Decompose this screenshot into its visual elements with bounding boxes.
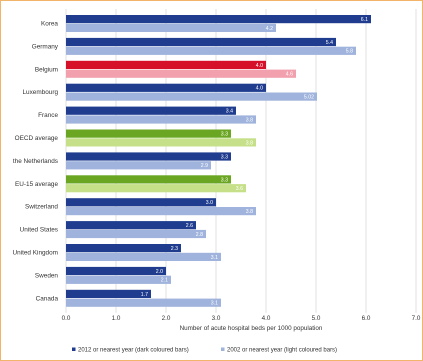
bar-2012 bbox=[66, 289, 151, 298]
legend-swatch-2012 bbox=[72, 347, 76, 351]
x-tick-label: 0.0 bbox=[62, 315, 71, 322]
data-label-2012: 3.3 bbox=[221, 154, 228, 160]
data-label-2012: 4.0 bbox=[256, 86, 263, 92]
bar-2002 bbox=[66, 252, 221, 261]
bar-2002 bbox=[66, 298, 221, 307]
data-label-2012: 1.7 bbox=[141, 292, 148, 298]
data-label-2012: 3.0 bbox=[206, 200, 213, 206]
category-label: Korea bbox=[41, 21, 58, 28]
category-label: OECD average bbox=[15, 135, 59, 142]
data-label-2002: 3.1 bbox=[211, 255, 218, 261]
x-tick-label: 3.0 bbox=[212, 315, 221, 322]
x-axis-title: Number of acute hospital beds per 1000 p… bbox=[180, 325, 323, 332]
bar-2002 bbox=[66, 138, 256, 147]
legend-label-2012: 2012 or nearest year (dark coloured bars… bbox=[78, 348, 189, 354]
bar-2002 bbox=[66, 92, 317, 101]
category-label: United States bbox=[20, 227, 58, 234]
data-label-2002: 3.6 bbox=[236, 186, 243, 192]
bar-2012 bbox=[66, 244, 181, 253]
category-label: France bbox=[38, 112, 58, 119]
category-label: EU-15 average bbox=[15, 181, 58, 188]
bar-2012 bbox=[66, 37, 336, 47]
bar-2002 bbox=[66, 69, 296, 78]
data-label-2002: 4.2 bbox=[266, 26, 273, 32]
data-label-2002: 3.8 bbox=[246, 140, 253, 146]
data-label-2012: 3.4 bbox=[226, 109, 233, 115]
bar-2012 bbox=[66, 152, 231, 161]
category-label: Germany bbox=[32, 43, 59, 50]
data-label-2002: 2.9 bbox=[201, 163, 208, 169]
bar-2002 bbox=[66, 207, 256, 216]
bar-2012 bbox=[66, 83, 266, 92]
legend-label-2002: 2002 or nearest year (light coloured bar… bbox=[227, 348, 337, 354]
bar-2012 bbox=[66, 198, 216, 207]
data-label-2002: 5.8 bbox=[346, 49, 353, 55]
data-label-2002: 2.1 bbox=[161, 278, 168, 284]
bar-2012 bbox=[66, 221, 196, 230]
data-label-2012: 6.1 bbox=[361, 17, 368, 23]
bar-2002 bbox=[66, 275, 171, 284]
data-label-2012: 2.3 bbox=[171, 246, 178, 252]
data-label-2002: 2.8 bbox=[196, 232, 203, 238]
data-label-2012: 3.3 bbox=[221, 177, 228, 183]
bar-2012 bbox=[66, 266, 166, 276]
category-label: United Kingdom bbox=[13, 250, 58, 257]
bar-2002 bbox=[66, 46, 356, 55]
bar-2002 bbox=[66, 161, 211, 170]
bar-2012 bbox=[66, 60, 266, 69]
category-label: Sweden bbox=[35, 272, 59, 279]
bar-2002 bbox=[66, 115, 256, 124]
data-label-2002: 5.02 bbox=[304, 95, 314, 101]
legend-swatch-2002 bbox=[221, 347, 225, 351]
category-label: Luxembourg bbox=[22, 89, 58, 96]
x-tick-label: 7.0 bbox=[412, 315, 421, 322]
data-label-2012: 3.3 bbox=[221, 132, 228, 138]
category-label: Canada bbox=[36, 295, 59, 302]
data-label-2002: 3.1 bbox=[211, 301, 218, 307]
x-tick-label: 2.0 bbox=[162, 315, 171, 322]
data-label-2012: 2.6 bbox=[186, 223, 193, 229]
x-tick-label: 4.0 bbox=[262, 315, 271, 322]
bar-2012 bbox=[66, 175, 231, 184]
data-label-2012: 4.0 bbox=[256, 63, 263, 69]
category-label: Switzerland bbox=[25, 204, 58, 211]
bar-2012 bbox=[66, 106, 236, 115]
x-tick-label: 5.0 bbox=[312, 315, 321, 322]
data-label-2012: 2.0 bbox=[156, 269, 163, 275]
x-tick-label: 6.0 bbox=[362, 315, 371, 322]
bar-2012 bbox=[66, 129, 231, 138]
bar-2012 bbox=[66, 15, 371, 24]
category-label: Belgium bbox=[35, 66, 58, 73]
data-label-2002: 3.8 bbox=[246, 117, 253, 123]
x-tick-label: 1.0 bbox=[112, 315, 121, 322]
data-label-2002: 3.8 bbox=[246, 209, 253, 215]
bar-2002 bbox=[66, 229, 206, 239]
data-label-2012: 5.4 bbox=[326, 40, 333, 46]
bar-2002 bbox=[66, 23, 276, 32]
category-label: the Netherlands bbox=[13, 158, 58, 165]
bar-2002 bbox=[66, 184, 246, 193]
data-label-2002: 4.6 bbox=[286, 72, 293, 78]
